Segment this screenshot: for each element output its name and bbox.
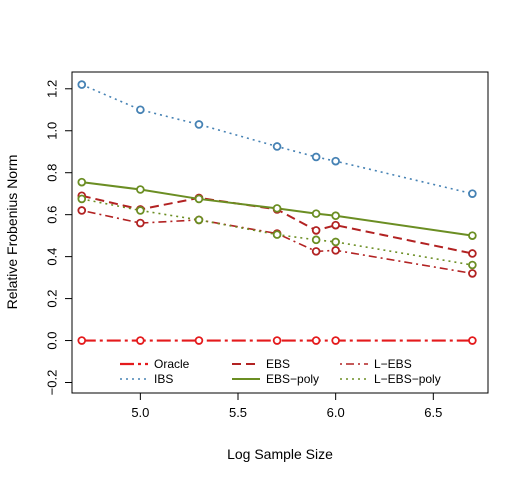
x-tick-label: 6.5	[424, 405, 442, 420]
y-tick-label: 0.6	[45, 206, 60, 224]
data-point-ebs-poly	[331, 211, 340, 221]
legend-label-l-ebs: L−EBS	[374, 357, 412, 371]
data-point-ibs	[272, 142, 282, 151]
data-point-l-ebs-poly	[136, 206, 145, 215]
legend-label-ibs: IBS	[154, 372, 173, 386]
legend-label-l-ebs-poly: L−EBS−poly	[374, 372, 441, 386]
x-axis: 5.0 5.5 6.0 6.5	[131, 392, 442, 420]
x-tick-label: 5.5	[229, 405, 247, 420]
data-point-ibs	[136, 105, 145, 115]
data-point-ebs-poly	[468, 231, 477, 240]
data-point-l-ebs-poly	[331, 237, 340, 247]
data-point-l-ebs	[77, 206, 87, 215]
data-point-l-ebs	[331, 246, 340, 255]
y-tick-label: 0.2	[45, 290, 60, 308]
data-point-ibs	[331, 156, 340, 166]
data-point-l-ebs-poly	[194, 215, 204, 225]
data-point-oracle	[136, 336, 145, 345]
x-tick-label: 6.0	[327, 405, 345, 420]
data-point-l-ebs-poly	[77, 194, 87, 204]
data-point-oracle	[272, 336, 282, 345]
y-axis-label: Relative Frobenius Norm	[4, 155, 20, 310]
y-axis: −0.2 0.0 0.2 0.4 0.6 0.8 1.0 1.2	[45, 80, 73, 396]
data-point-oracle	[194, 336, 204, 345]
data-point-l-ebs	[311, 247, 321, 256]
data-point-ebs-poly	[194, 194, 204, 204]
data-point-ebs	[311, 226, 321, 235]
legend-label-ebs-poly: EBS−poly	[266, 372, 319, 386]
data-point-ibs	[311, 152, 321, 162]
legend-label-ebs: EBS	[266, 357, 290, 371]
data-point-l-ebs	[136, 218, 145, 228]
data-point-l-ebs-poly	[272, 230, 282, 239]
data-point-oracle	[468, 336, 477, 345]
data-point-oracle	[331, 336, 340, 345]
y-tick-label: 0.8	[45, 164, 60, 182]
data-point-ebs	[468, 249, 477, 258]
data-point-ebs-poly	[272, 204, 282, 213]
data-point-ibs	[194, 120, 204, 129]
y-tick-label: 1.2	[45, 80, 60, 98]
data-point-ibs	[468, 189, 477, 198]
data-point-oracle	[311, 336, 321, 345]
legend-label-oracle: Oracle	[154, 357, 190, 371]
data-point-ebs	[331, 220, 340, 230]
data-point-l-ebs	[468, 269, 477, 278]
x-tick-label: 5.0	[131, 405, 149, 420]
series-points	[77, 80, 477, 345]
data-point-ibs	[77, 80, 87, 89]
y-tick-label: 0.4	[45, 248, 60, 266]
data-point-ebs-poly	[136, 185, 145, 194]
y-tick-label: 1.0	[45, 122, 60, 140]
series-line-ibs	[81, 83, 473, 195]
data-point-oracle	[77, 336, 87, 345]
data-point-l-ebs-poly	[311, 235, 321, 245]
y-tick-label: −0.2	[45, 370, 60, 396]
data-point-ebs-poly	[77, 177, 87, 187]
x-axis-label: Log Sample Size	[227, 446, 333, 462]
y-tick-label: 0.0	[45, 332, 60, 350]
data-point-ebs-poly	[311, 209, 321, 218]
data-point-l-ebs-poly	[468, 260, 477, 270]
